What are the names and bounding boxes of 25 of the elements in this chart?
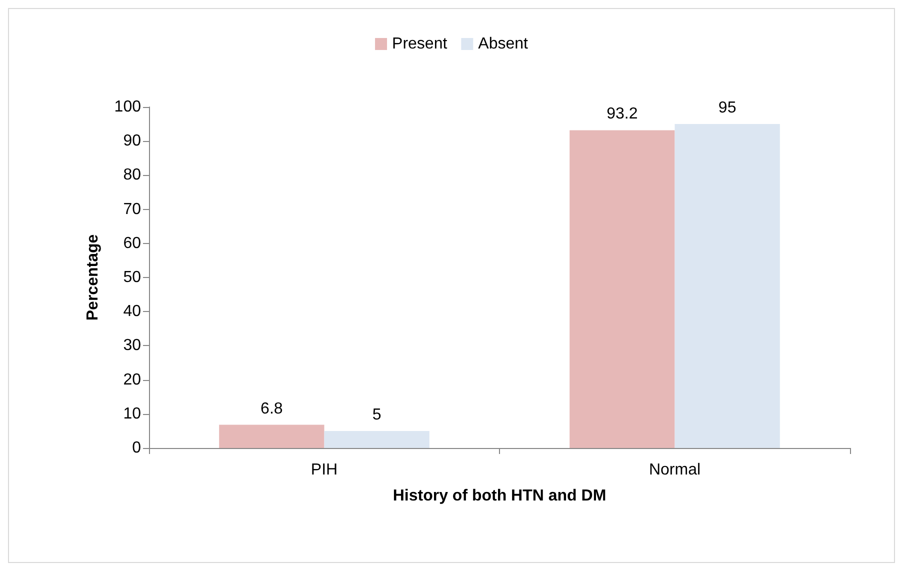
bar	[674, 124, 780, 448]
y-tick-label: 30	[123, 337, 142, 354]
y-tick-label: 100	[114, 98, 142, 116]
x-axis-title: History of both HTN and DM	[392, 488, 606, 504]
y-tick-label: 50	[123, 269, 142, 286]
x-tick-label: Normal	[648, 462, 701, 478]
y-axis-title: Percentage	[84, 234, 102, 321]
bar	[324, 430, 430, 448]
data-label: 5	[372, 406, 382, 424]
y-tick-label: 10	[123, 405, 142, 422]
legend-label: Present	[392, 36, 448, 52]
y-tick-label: 0	[132, 440, 142, 456]
data-label: 6.8	[260, 400, 283, 418]
legend-label: Absent	[478, 36, 529, 52]
data-label: 93.2	[606, 106, 638, 123]
y-tick-label: 90	[123, 132, 142, 150]
y-tick-label: 20	[123, 371, 142, 388]
bar	[219, 424, 324, 448]
bar	[570, 130, 675, 448]
y-tick-label: 40	[123, 303, 142, 320]
y-tick-label: 60	[123, 234, 142, 252]
data-label: 95	[718, 100, 736, 117]
y-tick-label: 80	[123, 166, 142, 184]
y-tick-label: 70	[123, 200, 142, 218]
x-tick-label: PIH	[310, 462, 338, 478]
